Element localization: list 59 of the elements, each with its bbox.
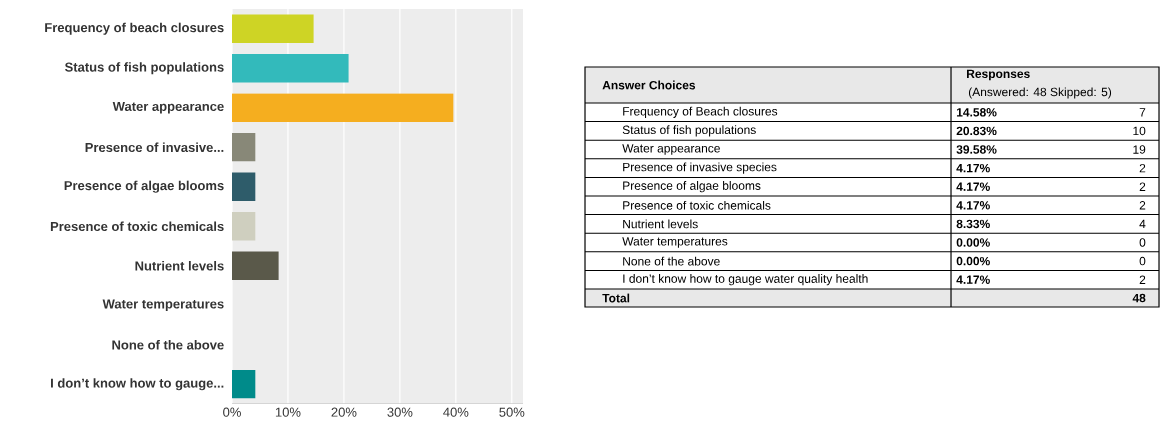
y-tick-label: Nutrient levels bbox=[135, 260, 224, 271]
category-label: Presence of invasive species bbox=[623, 162, 777, 174]
data-label: 0 bbox=[1139, 238, 1146, 247]
data-label: 2 bbox=[1139, 182, 1146, 191]
x-tick-label: 20% bbox=[331, 407, 357, 417]
text: 4.17% bbox=[956, 163, 990, 173]
y-tick-label: Frequency of beach closures bbox=[45, 22, 224, 35]
y-tick-label: Presence of toxic chemicals bbox=[50, 221, 224, 232]
data-label: 2 bbox=[1139, 201, 1146, 210]
bar bbox=[232, 212, 256, 241]
data-label: 19 bbox=[1133, 145, 1146, 154]
x-tick-label: 10% bbox=[275, 407, 301, 417]
y-tick-label: I don’t know how to gauge... bbox=[51, 378, 224, 391]
data-label: 2 bbox=[1139, 275, 1146, 284]
x-tick-label: 0% bbox=[223, 407, 241, 417]
category-label: Water appearance bbox=[622, 144, 720, 155]
data-label: 4 bbox=[1139, 219, 1146, 229]
data-label: 2 bbox=[1139, 163, 1146, 173]
text: 39.58% bbox=[956, 145, 997, 154]
category-label: Presence of algae blooms bbox=[623, 181, 761, 193]
bar bbox=[232, 93, 454, 122]
text: 8.33% bbox=[956, 219, 990, 229]
text: 4.17% bbox=[956, 201, 990, 210]
category-label: Water temperatures bbox=[622, 237, 728, 248]
text: 20.83% bbox=[956, 126, 997, 136]
data-label: 7 bbox=[1139, 108, 1146, 117]
text: 0.00% bbox=[956, 256, 990, 266]
x-tick-label: 50% bbox=[499, 407, 525, 417]
data-label: 10 bbox=[1133, 126, 1146, 136]
y-tick-label: Water appearance bbox=[112, 101, 224, 114]
x-tick-label: 30% bbox=[387, 407, 413, 417]
text: 4.17% bbox=[956, 275, 990, 284]
category-label: Nutrient levels bbox=[623, 219, 698, 229]
data-label: 0 bbox=[1139, 256, 1146, 266]
category-label: Frequency of Beach closures bbox=[623, 106, 778, 118]
category-label: Presence of toxic chemicals bbox=[623, 200, 771, 210]
category-label: None of the above bbox=[623, 256, 720, 266]
bar bbox=[232, 14, 314, 43]
text: Responses bbox=[967, 69, 1030, 81]
bar bbox=[232, 251, 279, 280]
y-tick-label: Water temperatures bbox=[102, 299, 224, 312]
bar bbox=[232, 370, 256, 399]
y-tick-label: None of the above bbox=[112, 339, 224, 350]
x-tick-label: 40% bbox=[443, 407, 469, 417]
y-tick-label: Status of fish populations bbox=[64, 62, 224, 75]
y-tick-label: Presence of algae blooms bbox=[64, 180, 224, 193]
bar bbox=[232, 54, 349, 83]
text: 4.17% bbox=[956, 182, 990, 191]
text: (Answered: 48 Skipped: 5) bbox=[968, 87, 1112, 99]
text: Answer Choices bbox=[602, 80, 696, 90]
category-label: I don’t know how to gauge water quality health bbox=[623, 274, 868, 286]
y-tick-label: Presence of invasive... bbox=[85, 142, 224, 153]
bar bbox=[232, 133, 256, 162]
text: Total bbox=[602, 293, 630, 303]
bar bbox=[232, 172, 256, 201]
text: 0.00% bbox=[956, 238, 990, 247]
text: 14.58% bbox=[956, 108, 997, 117]
text: 48 bbox=[1132, 293, 1146, 303]
category-label: Status of fish populations bbox=[622, 125, 756, 137]
